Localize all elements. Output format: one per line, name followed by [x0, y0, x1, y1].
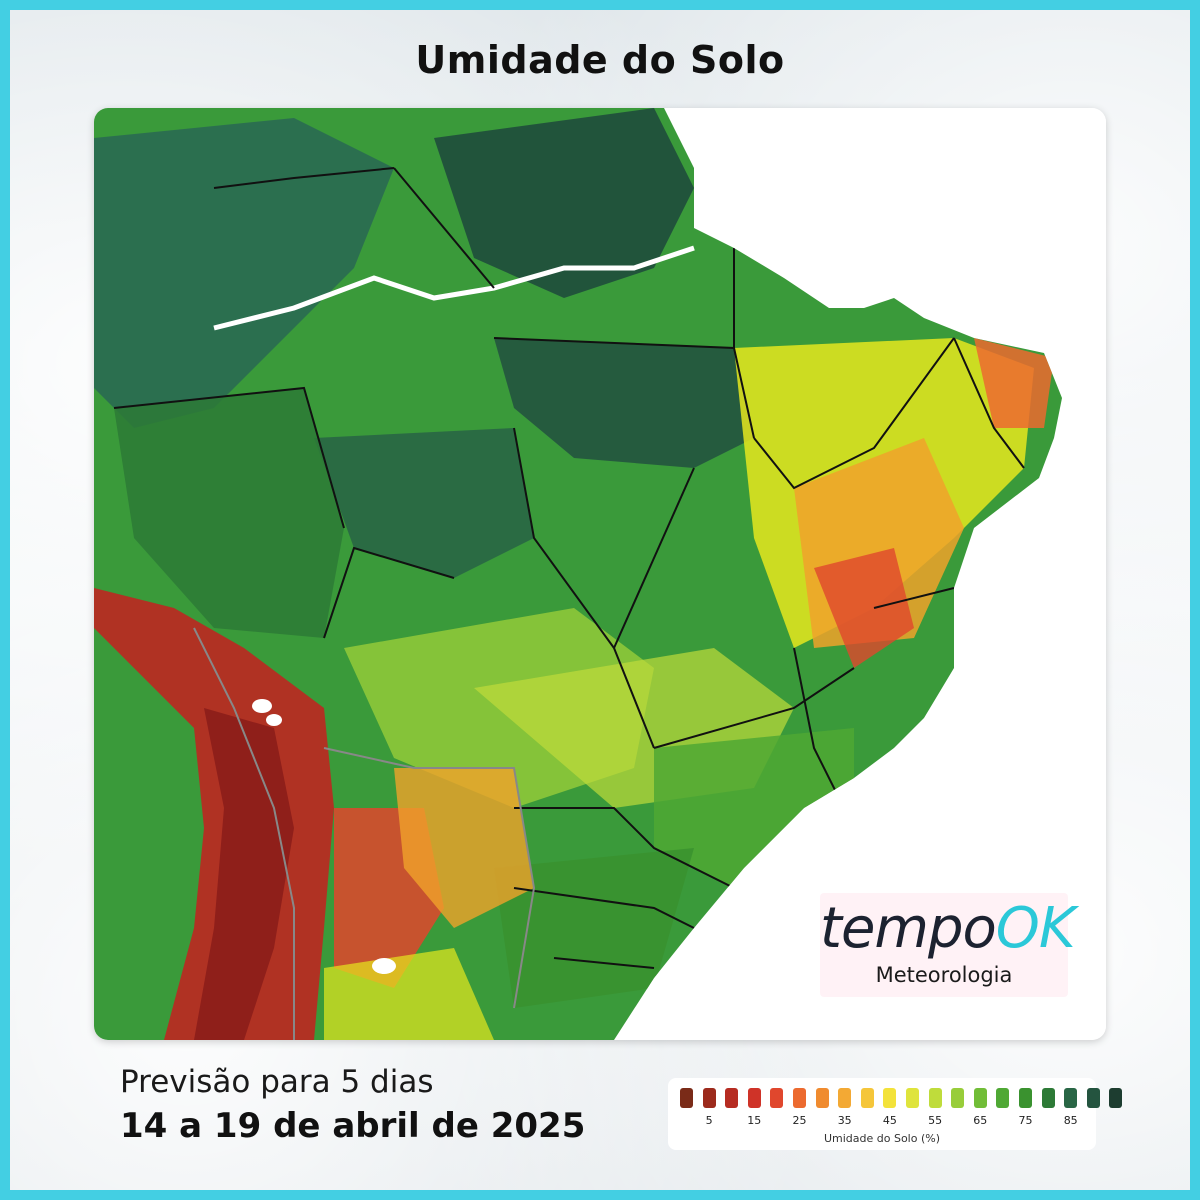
amazon-north-wet: [434, 108, 694, 298]
para-wet: [494, 338, 754, 468]
legend-label: Umidade do Solo (%): [823, 1132, 941, 1145]
legend-swatch: [928, 1088, 942, 1108]
legend-tick: 45: [882, 1114, 897, 1127]
legend-swatch: [680, 1088, 693, 1108]
mato-grosso-wet: [314, 428, 534, 578]
rn-orange: [974, 338, 1054, 428]
map-svg: [94, 108, 1106, 1040]
legend-tick: 55: [928, 1114, 943, 1127]
legend-tick: 65: [973, 1114, 988, 1127]
forecast-label: Previsão para 5 dias: [120, 1064, 434, 1100]
legend-swatch: [770, 1088, 784, 1108]
andes-dark-red: [194, 708, 294, 1040]
bahia-red: [814, 548, 914, 668]
amazon-river: [213, 245, 695, 331]
legend-swatch: [905, 1088, 919, 1108]
legend-swatch: [1086, 1088, 1100, 1108]
legend-swatch: [951, 1088, 965, 1108]
amazon-west-wet: [94, 118, 394, 428]
legend-ticks: 5 15 25 35 45 55 65 75 85: [668, 1114, 1096, 1128]
date-range: 14 a 19 de abril de 2025: [120, 1106, 586, 1146]
legend-swatch: [838, 1088, 852, 1108]
logo-accent: OK: [995, 896, 1076, 961]
tempook-logo: tempoOK: [820, 896, 1076, 961]
legend-tick: 5: [705, 1114, 713, 1127]
legend-swatch: [702, 1088, 716, 1108]
legend-tick: 35: [837, 1114, 852, 1127]
logo-main: tempo: [820, 896, 997, 961]
snow-patch: [266, 714, 282, 726]
page-title: Umidade do Solo: [415, 38, 785, 82]
legend-swatch: [1018, 1088, 1032, 1108]
country-borders: [193, 627, 536, 1040]
legend-swatch: [860, 1088, 874, 1108]
paraguay-orange: [394, 768, 534, 928]
snow-patch: [252, 699, 272, 713]
color-legend: 5 15 25 35 45 55 65 75 85 Umidade do Solo (%): [668, 1078, 1123, 1150]
legend-tick: 85: [1063, 1114, 1078, 1127]
legend-swatch: [996, 1088, 1010, 1108]
legend-swatches: [680, 1088, 1132, 1108]
argentina-yellow: [324, 948, 494, 1040]
snow-patch: [372, 958, 396, 974]
legend-swatch: [747, 1088, 761, 1108]
state-borders: [113, 167, 1025, 969]
rondonia-moist: [114, 388, 344, 638]
logo-subtitle: Meteorologia: [875, 963, 1013, 987]
legend-tick: 25: [792, 1114, 807, 1127]
logo-box: tempoOK Meteorologia: [820, 893, 1076, 997]
soil-moisture-map: tempoOK Meteorologia: [94, 108, 1106, 1040]
legend-tick: 75: [1018, 1114, 1033, 1127]
legend-tick: 15: [747, 1114, 762, 1127]
legend-swatch: [1109, 1088, 1123, 1108]
legend-swatch: [1041, 1088, 1055, 1108]
legend-swatch: [883, 1088, 897, 1108]
legend-swatch: [792, 1088, 806, 1108]
legend-swatch: [973, 1088, 987, 1108]
legend-swatch: [815, 1088, 829, 1108]
legend-swatch: [1064, 1088, 1078, 1108]
legend-swatch: [725, 1088, 739, 1108]
